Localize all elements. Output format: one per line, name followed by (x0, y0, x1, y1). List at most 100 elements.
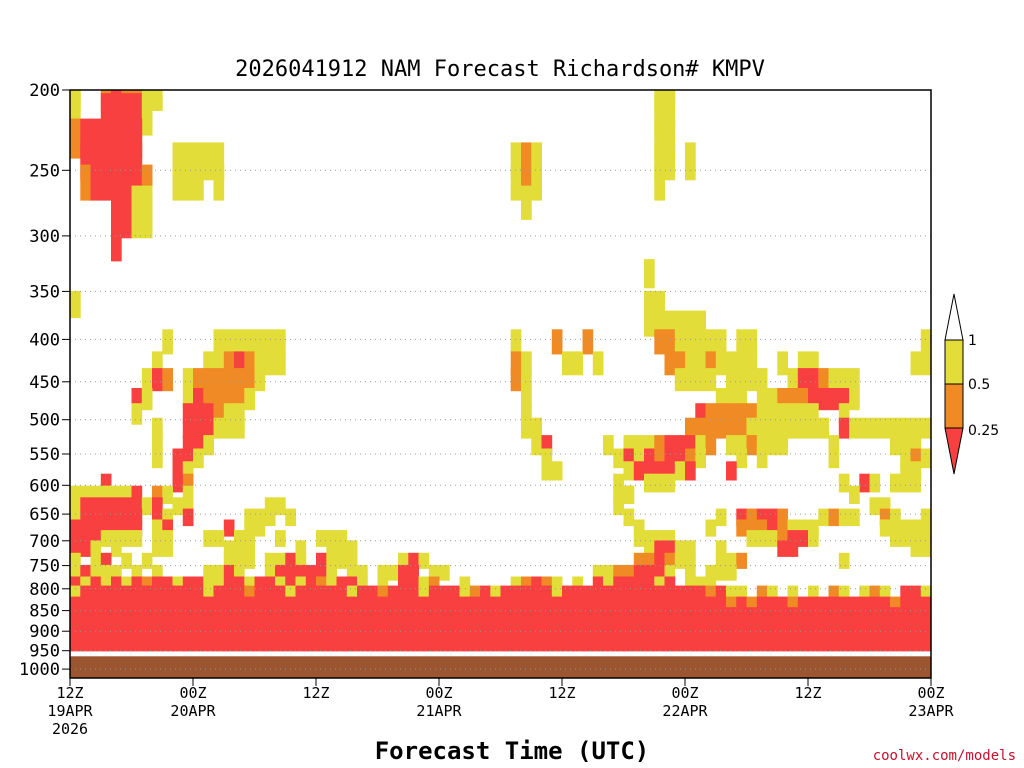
ri-cell (316, 596, 327, 612)
ri-cell (500, 627, 512, 642)
ri-cell (664, 118, 676, 159)
ri-cell (756, 617, 768, 632)
ri-cell (254, 637, 266, 652)
ri-cell (111, 564, 122, 581)
ri-cell (131, 142, 143, 181)
ri-cell (90, 164, 102, 201)
ri-cell (541, 585, 553, 601)
ri-cell (141, 368, 153, 392)
ri-cell (685, 627, 696, 642)
ri-cell (592, 576, 604, 592)
ri-cell (357, 637, 368, 652)
ri-cell (121, 617, 132, 632)
ri-cell (736, 596, 747, 612)
ri-cell (182, 508, 194, 527)
ri-cell (90, 118, 102, 159)
ri-cell (838, 403, 850, 425)
ri-cell (613, 627, 624, 642)
ri-cell (551, 637, 563, 652)
ri-cell (100, 530, 112, 547)
ri-cell (80, 118, 91, 159)
ri-cell (521, 185, 532, 220)
ri-cell (726, 351, 737, 376)
ri-cell (316, 585, 327, 601)
ri-cell (644, 585, 655, 601)
ri-cell (900, 473, 911, 493)
ri-cell (572, 637, 583, 652)
ri-cell (705, 329, 717, 355)
ri-cell (387, 585, 399, 601)
ri-cell (223, 617, 235, 632)
ri-cell (521, 576, 532, 592)
ri-cell (234, 403, 245, 425)
ri-cell (244, 368, 255, 392)
ri-cell (346, 552, 358, 569)
ri-cell (285, 596, 296, 612)
ri-cell (695, 403, 706, 425)
ri-cell (131, 485, 143, 504)
ri-cell (244, 351, 255, 376)
ri-cell (695, 607, 706, 622)
ri-cell (531, 637, 542, 652)
ri-cell (367, 596, 378, 612)
ri-cell (275, 637, 286, 652)
ri-cell (131, 508, 143, 527)
ri-cell (613, 448, 624, 469)
ri-cell (152, 617, 163, 632)
ri-cell (551, 585, 563, 601)
ri-cell (275, 607, 286, 622)
ri-cell (459, 596, 471, 612)
ri-cell (633, 585, 645, 601)
ri-cell (603, 627, 614, 642)
ri-cell (767, 607, 778, 622)
ri-cell (428, 585, 440, 601)
ri-cell (152, 637, 163, 652)
ri-cell (182, 368, 194, 392)
ri-cell (121, 585, 132, 601)
ri-cell (541, 617, 553, 632)
ri-cell (336, 617, 348, 632)
ri-cell (223, 564, 235, 581)
ri-cell (121, 508, 132, 527)
ri-cell (551, 329, 563, 355)
ri-cell (90, 637, 102, 652)
ri-cell (746, 508, 758, 527)
ri-cell (838, 607, 850, 622)
ri-cell (695, 627, 706, 642)
ri-cell (838, 473, 850, 493)
ri-cell (726, 585, 737, 601)
ri-cell (787, 519, 799, 537)
ri-cell (131, 607, 143, 622)
ri-cell (254, 508, 266, 527)
ri-cell (121, 164, 132, 201)
ri-cell (777, 540, 788, 557)
xtick-label-84-1: 00Z (917, 684, 944, 702)
ri-cell (111, 576, 122, 592)
ri-cell (203, 530, 214, 547)
ri-cell (623, 585, 635, 601)
ri-cell (111, 142, 122, 181)
ri-cell (797, 530, 809, 547)
ri-cell (131, 627, 143, 642)
ri-cell (644, 564, 655, 581)
y-axis-ticks: 200 250 300 350 400 450 500 550 600 650 700 750 8008… (19, 81, 70, 680)
ri-cell (746, 329, 758, 355)
ri-cell (562, 607, 573, 622)
ri-cell (367, 617, 378, 632)
ri-cell (100, 142, 112, 181)
ri-cell (541, 461, 553, 481)
ri-cell (695, 351, 706, 376)
ri-cell (674, 617, 686, 632)
ri-cell (418, 607, 430, 622)
ytick-label-500: 500 (29, 411, 60, 431)
ri-cell (90, 576, 102, 592)
ri-cell (541, 576, 553, 592)
ri-cell (767, 596, 778, 612)
ri-cell (346, 627, 358, 642)
ri-cell (685, 564, 696, 581)
ri-cell (172, 497, 184, 516)
ri-cell (111, 118, 122, 159)
ri-cell (111, 185, 122, 220)
ri-cell (756, 627, 768, 642)
ri-cell (920, 607, 932, 622)
